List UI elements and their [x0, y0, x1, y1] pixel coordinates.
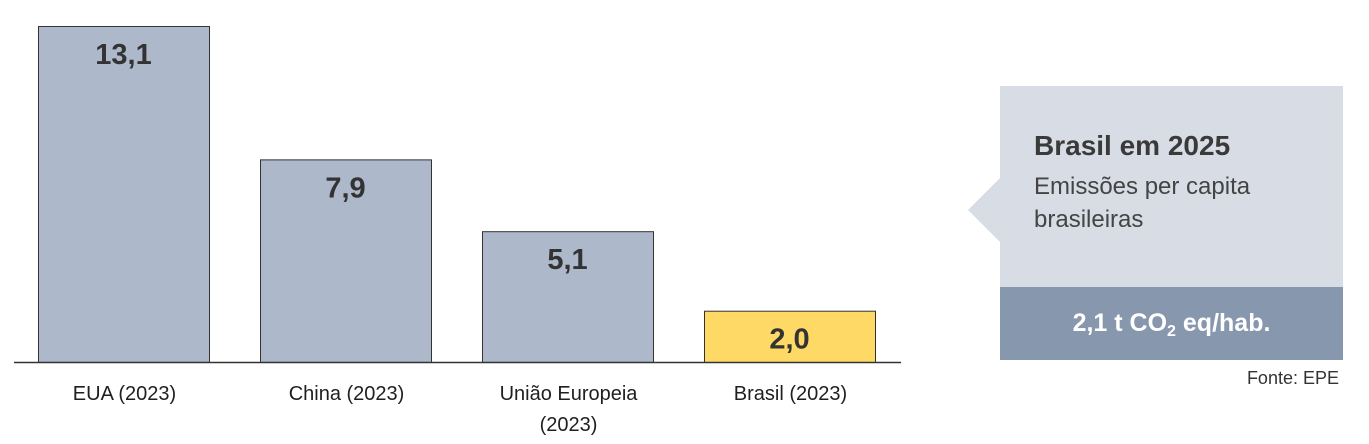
callout-value-suffix: eq/hab. [1175, 309, 1271, 337]
data-label: 2,0 [769, 324, 809, 356]
callout-header-panel: Brasil em 2025 Emissões per capita brasi… [1000, 86, 1343, 287]
source-note: Fonte: EPE [1246, 368, 1339, 388]
callout-title: Brasil em 2025 [1034, 130, 1231, 161]
x-tick-label: União Europeia [500, 383, 639, 405]
bar [260, 159, 432, 363]
data-label: 13,1 [95, 39, 151, 71]
callout-value-subscript: 2 [1167, 323, 1176, 340]
x-tick-label: EUA (2023) [73, 383, 176, 405]
callout-pointer [968, 178, 1000, 242]
callout-subtitle: Emissões per capita brasileiras [1034, 173, 1251, 233]
bar [38, 26, 210, 363]
callout-value-prefix: 2,1 t CO [1072, 309, 1168, 337]
bar [482, 231, 654, 363]
callout-value-panel: 2,1 t CO2 eq/hab. [1000, 287, 1343, 360]
brasil-callout: Brasil em 2025 Emissões per capita brasi… [968, 86, 1343, 360]
x-tick-label: China (2023) [289, 383, 405, 405]
callout-value: 2,1 t CO2 eq/hab. [1072, 309, 1271, 340]
bar [704, 310, 876, 364]
data-label: 5,1 [547, 244, 587, 276]
data-label: 7,9 [325, 172, 365, 204]
bar-chart: 13,1 EUA (2023) 7,9 China (2023) 5,1 União Eu… [14, 26, 901, 436]
x-tick-label: Brasil (2023) [734, 383, 847, 405]
x-tick-label: (2023) [540, 414, 598, 436]
